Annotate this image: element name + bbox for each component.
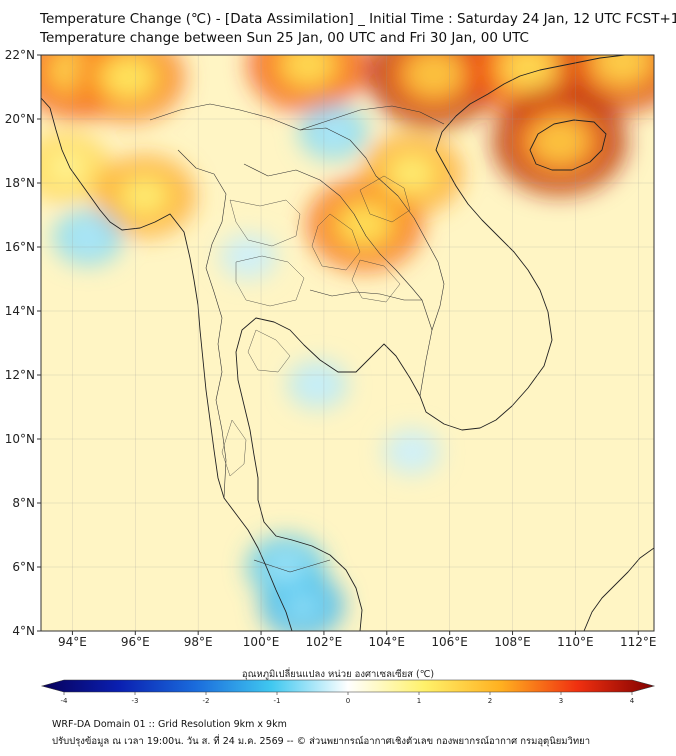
cool-anomaly-2 [304,374,331,396]
coastline-myanmar-west [41,97,293,631]
lon-tick-label: 106°E [431,635,468,649]
coastline-borneo [583,547,654,631]
lon-tick-label: 104°E [369,635,406,649]
map-frame [40,54,655,632]
border-thailand-laos [243,163,423,301]
cool-anomaly-2 [399,441,425,462]
colorbar-tick-label: -4 [61,697,69,705]
border-laos-vietnam [299,127,445,331]
provincial-borders [221,175,411,477]
warm-anomaly-2 [122,177,168,214]
footer-model-info: WRF-DA Domain 01 :: Grid Resolution 9km … [52,719,287,730]
lon-tick-label: 98°E [184,635,213,649]
cool-anomaly-2 [72,225,104,250]
colorbar-tick-label: 0 [346,697,350,705]
lat-tick-label: 22°N [5,48,35,62]
warm-anomaly-2 [46,151,86,183]
lat-tick-label: 8°N [12,496,35,510]
footer-credit: ปรับปรุงข้อมูล ณ เวลา 19:00น. วัน ส. ที่… [52,736,591,747]
border-china-south [149,103,445,131]
lat-tick-label: 14°N [5,304,35,318]
colorbar-tick-label: 4 [630,697,635,705]
coastline-malay-east [235,55,626,631]
colorbar-tick-label: -1 [274,697,281,705]
lat-tick-label: 20°N [5,112,35,126]
map-subtitle: Temperature change between Sun 25 Jan, 0… [40,30,529,46]
lat-tick-label: 12°N [5,368,35,382]
temperature-change-map: 22°N 20°N 18°N 16°N 14°N 12°N 10°N 8°N 6°N 4°N 94°… [5,48,657,649]
lon-tick-label: 110°E [557,635,594,649]
lat-tick-label: 16°N [5,240,35,254]
warm-anomaly-2 [389,155,435,192]
lat-tick-label: 10°N [5,432,35,446]
warm-anomaly-2 [529,117,590,166]
colorbar: -4 -3 -2 -1 0 1 2 3 4 [40,679,656,705]
lon-tick-label: 100°E [243,635,280,649]
warm-anomaly-2 [104,57,154,98]
lon-tick-label: 102°E [306,635,343,649]
lon-tick-label: 108°E [494,635,531,649]
lon-tick-label: 112°E [620,635,657,649]
warm-anomaly-2 [403,55,465,99]
colorbar-tick-label: -2 [203,697,210,705]
warm-anomaly-2 [501,55,556,90]
colorbar-title: อุณหภูมิเปลี่ยนแปลง หน่วย องศาเซลเซียส (… [241,669,435,680]
border-thailand-malaysia [253,559,331,573]
cool-anomaly-2 [282,590,321,621]
warm-anomaly-2 [281,55,336,87]
lon-tick-label: 94°E [58,635,87,649]
lon-tick-label: 96°E [121,635,150,649]
border-thailand-cambodia [309,289,433,397]
colorbar-tick-label: -3 [132,697,139,705]
lat-tick-label: 18°N [5,176,35,190]
colorbar-tick-label: 1 [417,697,421,705]
map-title: Temperature Change (℃) - [Data Assimilat… [40,11,676,27]
lat-tick-label: 4°N [12,624,35,638]
warm-anomaly-2 [593,55,652,85]
warm-anomaly-2 [338,203,391,246]
colorbar-tick-label: 3 [559,697,563,705]
colorbar-tick-label: 2 [488,697,492,705]
cool-anomaly-2 [235,246,261,267]
lat-tick-label: 6°N [12,560,35,574]
colorbar-ramp [40,679,656,693]
border-myanmar-thailand [177,149,227,499]
coastline-hainan [529,119,607,171]
